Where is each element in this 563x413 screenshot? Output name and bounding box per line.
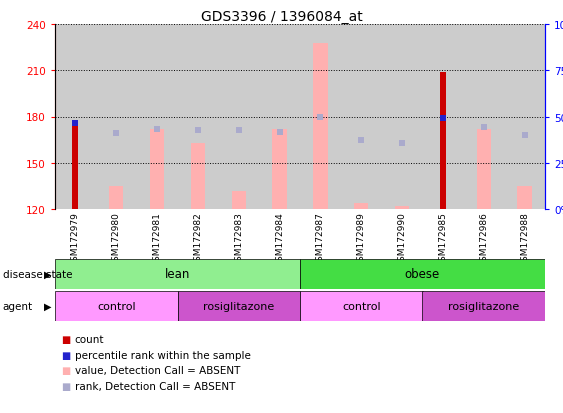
Bar [422,291,545,321]
Text: GSM172981: GSM172981 [153,212,162,267]
Bar [422,25,463,209]
Text: rank, Detection Call = ABSENT: rank, Detection Call = ABSENT [75,381,235,391]
Bar [55,259,300,289]
Bar [477,130,491,209]
Text: GSM172982: GSM172982 [194,212,203,266]
Bar [354,203,368,209]
Bar [191,143,205,209]
Bar [440,73,446,209]
Text: count: count [75,334,104,344]
Text: GSM172983: GSM172983 [234,212,243,267]
Text: GSM172989: GSM172989 [357,212,366,267]
Bar [382,25,422,209]
Bar [504,25,545,209]
Bar [341,25,382,209]
Text: ■: ■ [61,334,70,344]
Bar [96,25,137,209]
Text: ■: ■ [61,350,70,360]
Bar [109,186,123,209]
Bar [137,25,177,209]
Bar [177,25,218,209]
Text: rosiglitazone: rosiglitazone [448,301,520,311]
Bar [463,25,504,209]
Bar [55,291,177,321]
Bar [300,291,422,321]
Text: disease state: disease state [3,269,72,279]
Bar [231,191,246,209]
Text: GSM172979: GSM172979 [71,212,80,267]
Text: ■: ■ [61,366,70,375]
Text: GSM172987: GSM172987 [316,212,325,267]
Text: ■: ■ [61,381,70,391]
Text: GSM172980: GSM172980 [111,212,120,267]
Text: obese: obese [405,268,440,281]
Bar [73,123,78,209]
Bar [259,25,300,209]
Bar [150,130,164,209]
Text: agent: agent [3,301,33,311]
Text: control: control [97,301,136,311]
Text: value, Detection Call = ABSENT: value, Detection Call = ABSENT [75,366,240,375]
Text: GSM172985: GSM172985 [439,212,448,267]
Bar [272,130,287,209]
Bar [218,25,259,209]
Text: percentile rank within the sample: percentile rank within the sample [75,350,251,360]
Bar [177,291,300,321]
Text: ▶: ▶ [43,269,51,279]
Bar [300,259,545,289]
Bar [300,25,341,209]
Text: GSM172986: GSM172986 [479,212,488,267]
Bar [517,186,531,209]
Bar [395,206,409,209]
Text: control: control [342,301,381,311]
Text: GSM172988: GSM172988 [520,212,529,267]
Text: rosiglitazone: rosiglitazone [203,301,274,311]
Bar [313,43,328,209]
Text: GSM172984: GSM172984 [275,212,284,266]
Text: lean: lean [165,268,190,281]
Text: ▶: ▶ [43,301,51,311]
Bar [55,25,96,209]
Text: GDS3396 / 1396084_at: GDS3396 / 1396084_at [200,10,363,24]
Text: GSM172990: GSM172990 [397,212,406,267]
